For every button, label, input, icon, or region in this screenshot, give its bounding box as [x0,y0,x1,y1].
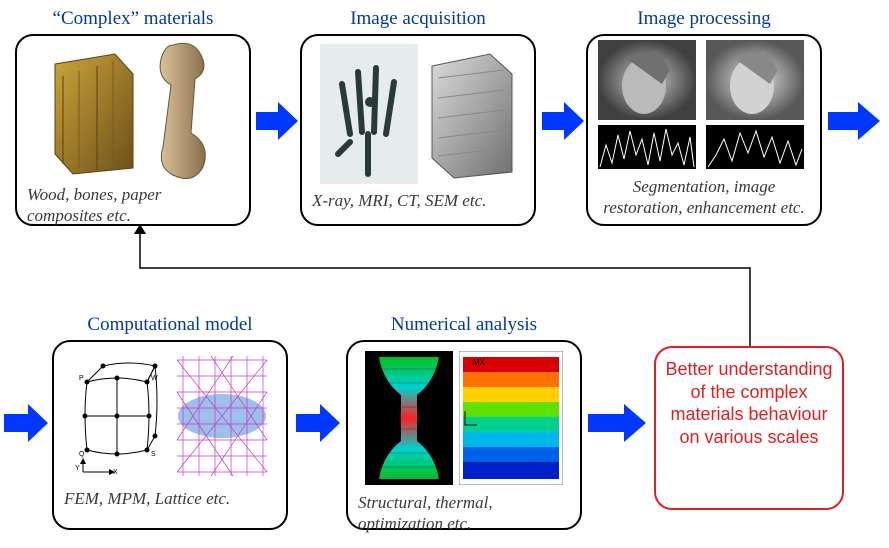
caption-analysis: Structural, thermal, optimization etc. [358,492,570,535]
svg-text:P: P [79,375,84,382]
imgs-acquisition [312,44,524,184]
ct-volume-image [424,48,516,180]
arrow-1 [254,100,300,142]
svg-text:MX: MX [473,358,486,367]
bone-image [143,37,221,185]
lena-left-col [598,40,702,174]
box-analysis: Numerical analysis MX [346,340,582,530]
caption-materials: Wood, bones, paper composites etc. [27,184,239,227]
caption-model: FEM, MPM, Lattice etc. [64,488,276,509]
imgs-model: PWQS YX [64,350,276,482]
svg-text:Q: Q [79,451,85,458]
svg-text:W: W [151,375,158,382]
imgs-processing [598,44,810,170]
caption-acquisition: X-ray, MRI, CT, SEM etc. [312,190,524,211]
colormap-image: MX [459,351,563,485]
caption-processing: Segmentation, image restoration, enhance… [598,176,810,219]
histogram-2 [706,125,804,169]
xray-image [320,44,418,184]
box-result: Better understanding of the complex mate… [654,346,844,510]
arrow-2 [540,100,586,142]
lena-image-2 [706,40,804,120]
stress-image [365,351,453,485]
box-model: Computational model PWQS YX [52,340,288,530]
arrow-4 [2,402,50,444]
svg-text:S: S [151,451,156,458]
imgs-analysis: MX [358,350,570,486]
arrow-5 [294,402,342,444]
title-processing: Image processing [588,8,820,30]
box-processing: Image processing [586,34,822,226]
arrow-3 [826,100,886,142]
wood-image [45,46,137,176]
lena-image-1 [598,40,696,120]
box-materials: “Complex” materials Wood, bones, paper c… [15,34,251,226]
title-acquisition: Image acquisition [302,8,534,30]
box-acquisition: Image acquisition X-ray, MRI, CT, SEM et… [300,34,536,226]
svg-text:Y: Y [75,465,80,472]
histogram-1 [598,125,696,169]
lena-right-col [706,40,810,174]
fem-element-image: PWQS YX [69,352,167,480]
arrow-6 [586,402,650,444]
imgs-materials [27,44,239,178]
title-materials: “Complex” materials [17,8,249,30]
mesh-image [173,352,271,480]
feedback-line [130,224,760,350]
